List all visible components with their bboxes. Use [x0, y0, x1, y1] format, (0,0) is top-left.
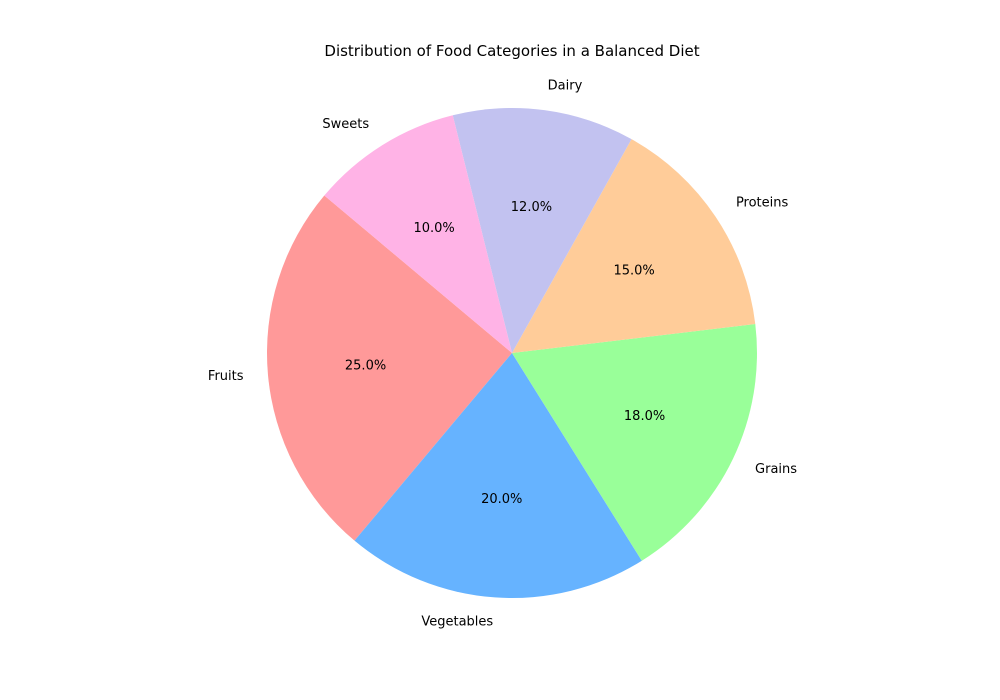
slice-label-dairy: Dairy — [548, 78, 583, 93]
slice-label-vegetables: Vegetables — [421, 614, 493, 629]
slice-label-proteins: Proteins — [736, 196, 789, 211]
percent-label-grains: 18.0% — [624, 409, 665, 424]
pie-slice-proteins — [512, 139, 756, 353]
pie-slice-fruits — [267, 195, 512, 541]
percent-label-proteins: 15.0% — [613, 264, 654, 279]
pie-slice-sweets — [324, 115, 512, 353]
pie-slice-grains — [512, 323, 757, 561]
pie-slice-vegetables — [354, 353, 642, 598]
percent-label-dairy: 12.0% — [511, 200, 552, 215]
chart-title: Distribution of Food Categories in a Bal… — [324, 42, 699, 60]
slice-label-grains: Grains — [755, 462, 797, 477]
percent-label-fruits: 25.0% — [345, 358, 386, 373]
percent-label-sweets: 10.0% — [413, 221, 454, 236]
slice-label-sweets: Sweets — [322, 117, 369, 132]
percent-label-vegetables: 20.0% — [481, 492, 522, 507]
pie-slices: Fruits 25.0% Vegetables 20.0% Grains 18.0% Pro… — [208, 78, 797, 629]
pie-slice-dairy — [452, 108, 632, 354]
slice-label-fruits: Fruits — [208, 369, 244, 384]
